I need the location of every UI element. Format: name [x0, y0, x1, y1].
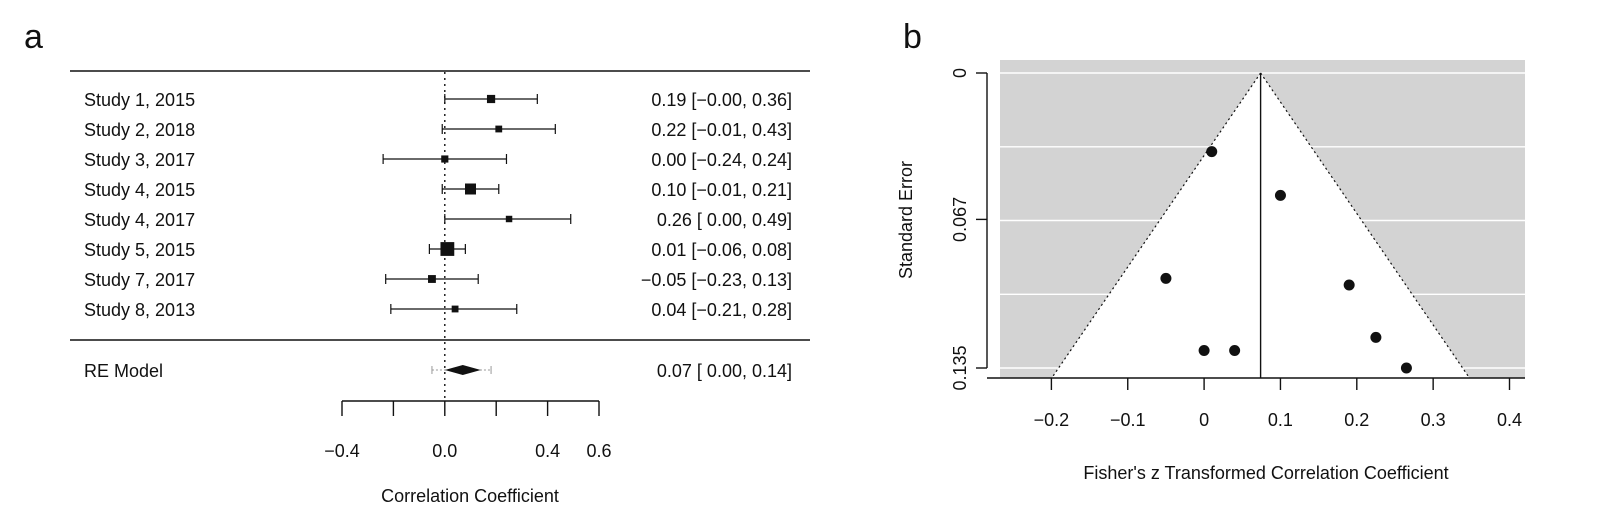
funnel-y-axis-label: Standard Error [896, 161, 916, 279]
study-label: Study 3, 2017 [84, 150, 195, 170]
funnel-edge-right [1260, 72, 1470, 379]
study-label: Study 8, 2013 [84, 300, 195, 320]
y-tick-label: 0 [950, 68, 970, 78]
study-point [451, 305, 459, 313]
study-estimate-text: 0.10 [−0.01, 0.21] [651, 180, 792, 200]
x-tick-label: −0.1 [1110, 410, 1146, 430]
study-point [1206, 146, 1218, 158]
study-label: Study 4, 2015 [84, 180, 195, 200]
study-estimate-text: 0.00 [−0.24, 0.24] [651, 150, 792, 170]
funnel-edge-left [1051, 72, 1262, 379]
study-point [441, 155, 449, 163]
summary-estimate-text: 0.07 [ 0.00, 0.14] [657, 361, 792, 381]
panel-a-label: a [24, 18, 43, 56]
x-tick-label: 0.3 [1421, 410, 1446, 430]
x-tick-label: 0.6 [586, 441, 611, 461]
study-estimate-text: 0.04 [−0.21, 0.28] [651, 300, 792, 320]
x-tick-label: 0.0 [432, 441, 457, 461]
x-tick-label: −0.2 [1034, 410, 1070, 430]
study-point [1160, 272, 1172, 284]
x-tick-label: −0.4 [324, 441, 360, 461]
study-point [486, 94, 496, 104]
study-estimate-text: −0.05 [−0.23, 0.13] [641, 270, 792, 290]
study-label: Study 7, 2017 [84, 270, 195, 290]
x-tick-label: 0.4 [1497, 410, 1522, 430]
funnel-x-axis-label: Fisher's z Transformed Correlation Coeff… [1083, 463, 1448, 483]
study-point [1400, 362, 1412, 374]
study-label: Study 2, 2018 [84, 120, 195, 140]
study-label: Study 1, 2015 [84, 90, 195, 110]
study-point [1343, 279, 1355, 291]
study-estimate-text: 0.01 [−0.06, 0.08] [651, 240, 792, 260]
study-point [505, 215, 513, 223]
study-point [1370, 331, 1382, 343]
study-point [1229, 345, 1241, 357]
funnel-plot: −0.2 −0.1 0 0.1 0.2 0.3 0.4 0 0.067 0.135 Fisher'… [896, 60, 1525, 483]
study-point [1198, 345, 1210, 357]
forest-plot: Study 1, 2015 0.19 [−0.00, 0.36] Study 2, … [70, 70, 810, 506]
y-tick-label: 0.135 [950, 345, 970, 390]
study-estimate-text: 0.26 [ 0.00, 0.49] [657, 210, 792, 230]
study-point [440, 242, 455, 256]
study-point [428, 275, 436, 283]
x-tick-label: 0.2 [1344, 410, 1369, 430]
study-estimate-text: 0.22 [−0.01, 0.43] [651, 120, 792, 140]
x-tick-label: 0.1 [1268, 410, 1293, 430]
summary-label: RE Model [84, 361, 163, 381]
study-point [465, 183, 476, 195]
x-tick-label: 0 [1199, 410, 1209, 430]
study-label: Study 4, 2017 [84, 210, 195, 230]
forest-x-axis-label: Correlation Coefficient [381, 486, 559, 506]
study-estimate-text: 0.19 [−0.00, 0.36] [651, 90, 792, 110]
panel-b-label: b [903, 18, 922, 56]
x-tick-label: 0.4 [535, 441, 560, 461]
y-tick-label: 0.067 [950, 197, 970, 242]
study-label: Study 5, 2015 [84, 240, 195, 260]
study-point [1274, 189, 1286, 201]
study-point [495, 125, 503, 133]
summary-diamond [444, 365, 481, 375]
